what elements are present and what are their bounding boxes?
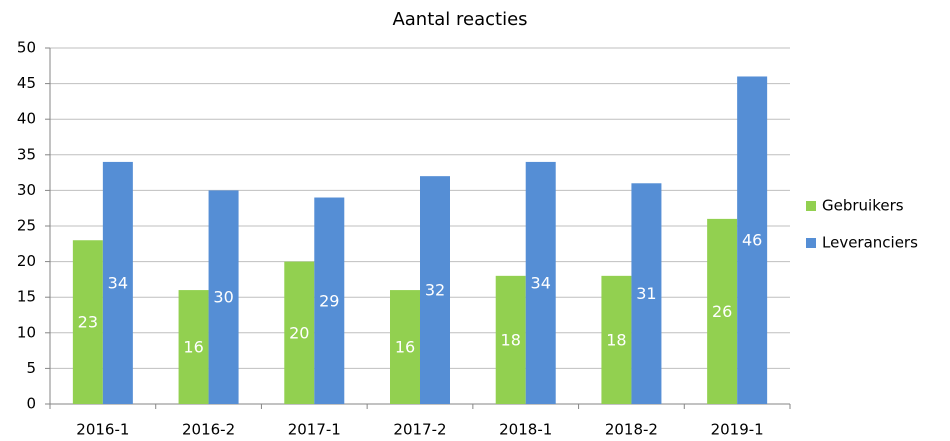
y-tick-label: 15 xyxy=(17,288,36,306)
value-label: 23 xyxy=(78,313,98,332)
bar xyxy=(601,275,632,404)
bar xyxy=(707,218,738,404)
x-tick-label: 2017-1 xyxy=(288,421,341,439)
value-label: 29 xyxy=(319,291,339,310)
value-label: 34 xyxy=(108,273,128,292)
y-tick-label: 5 xyxy=(26,359,36,377)
bar xyxy=(102,161,133,404)
x-tick-label: 2018-2 xyxy=(605,421,658,439)
bar xyxy=(314,197,345,404)
value-label: 46 xyxy=(742,231,762,250)
value-label: 34 xyxy=(531,273,551,292)
x-tick-label: 2019-1 xyxy=(711,421,764,439)
bar xyxy=(420,176,450,404)
value-label: 31 xyxy=(636,284,656,303)
chart-title: Aantal reacties xyxy=(392,9,527,30)
legend-label: Leveranciers xyxy=(822,234,918,252)
y-tick-label: 50 xyxy=(17,39,36,57)
value-label: 26 xyxy=(712,302,732,321)
value-label: 18 xyxy=(501,330,521,349)
legend-swatch xyxy=(806,238,816,248)
bar xyxy=(178,290,209,404)
y-tick-label: 20 xyxy=(17,252,36,270)
bar xyxy=(631,183,662,404)
x-tick-label: 2016-1 xyxy=(76,421,129,439)
value-label: 16 xyxy=(183,338,203,357)
x-tick-label: 2016-2 xyxy=(182,421,235,439)
y-tick-label: 0 xyxy=(26,395,36,413)
y-tick-label: 45 xyxy=(17,74,36,92)
value-label: 20 xyxy=(289,323,309,342)
bar xyxy=(525,161,556,404)
bar xyxy=(208,190,239,404)
bar xyxy=(284,261,315,404)
bar xyxy=(390,290,420,404)
value-label: 16 xyxy=(395,338,415,357)
x-tick-label: 2018-1 xyxy=(499,421,552,439)
y-tick-label: 10 xyxy=(17,323,36,341)
value-label: 32 xyxy=(425,281,445,300)
bar xyxy=(495,275,526,404)
bar xyxy=(737,76,768,404)
y-tick-label: 25 xyxy=(17,217,36,235)
value-label: 18 xyxy=(606,330,626,349)
bar xyxy=(72,240,103,404)
value-label: 30 xyxy=(213,288,233,307)
y-tick-label: 40 xyxy=(17,110,36,128)
y-tick-label: 30 xyxy=(17,181,36,199)
y-tick-label: 35 xyxy=(17,145,36,163)
x-tick-label: 2017-2 xyxy=(393,421,446,439)
legend-label: Gebruikers xyxy=(822,197,904,215)
legend-swatch xyxy=(806,201,816,211)
